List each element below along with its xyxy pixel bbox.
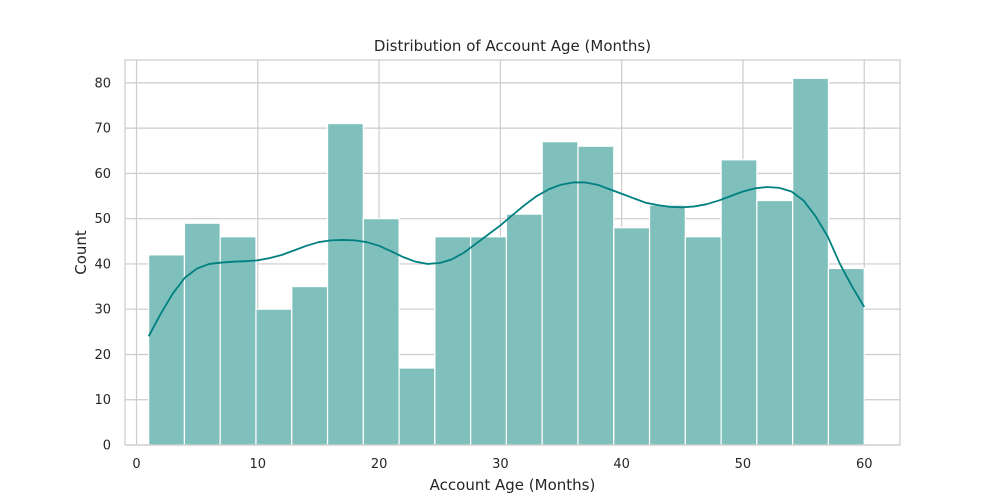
histogram-bar xyxy=(255,308,293,446)
histogram-bar xyxy=(792,77,830,446)
y-tick-label: 70 xyxy=(94,122,111,137)
histogram-bar xyxy=(613,227,651,446)
y-axis-ticks: 0 10 20 30 40 50 60 70 80 xyxy=(94,76,111,453)
histogram-bar xyxy=(362,218,400,446)
histogram-bar xyxy=(326,123,364,446)
y-tick-label: 80 xyxy=(94,76,111,91)
x-tick-label: 60 xyxy=(856,457,873,472)
histogram-bar xyxy=(648,204,686,446)
x-tick-label: 30 xyxy=(492,457,509,472)
y-tick-label: 20 xyxy=(94,348,111,363)
histogram-bar xyxy=(291,285,329,446)
histogram-bars xyxy=(148,77,865,446)
histogram-bar xyxy=(183,222,221,446)
x-tick-label: 40 xyxy=(613,457,630,472)
y-tick-label: 30 xyxy=(94,303,111,318)
plot-frame xyxy=(124,59,901,446)
y-axis-label: Count xyxy=(72,230,90,275)
x-tick-label: 10 xyxy=(250,457,267,472)
y-tick-label: 0 xyxy=(103,439,111,454)
y-tick-label: 10 xyxy=(94,393,111,408)
histogram-bar xyxy=(720,159,758,446)
chart-title: Distribution of Account Age (Months) xyxy=(374,37,651,55)
histogram-bar xyxy=(577,145,615,446)
y-tick-label: 50 xyxy=(94,212,111,227)
x-tick-label: 0 xyxy=(132,457,140,472)
y-tick-label: 60 xyxy=(94,167,111,182)
kde-curve-layer xyxy=(147,181,865,337)
histogram-bar xyxy=(470,236,508,446)
y-tick-label: 40 xyxy=(94,257,111,272)
histogram-bar xyxy=(827,267,865,446)
histogram-bar xyxy=(505,213,543,446)
histogram-bar xyxy=(219,236,257,446)
histogram-bar xyxy=(148,254,186,446)
histogram-bar xyxy=(756,199,794,446)
x-axis-ticks: 0 10 20 30 40 50 60 xyxy=(132,457,872,472)
histogram-bar xyxy=(398,367,436,446)
histogram-bar xyxy=(541,141,579,446)
histogram-bar xyxy=(434,236,472,446)
x-axis-label: Account Age (Months) xyxy=(430,476,596,494)
x-tick-label: 20 xyxy=(371,457,388,472)
kde-curve xyxy=(147,181,865,337)
histogram-bar xyxy=(684,236,722,446)
x-tick-label: 50 xyxy=(735,457,752,472)
